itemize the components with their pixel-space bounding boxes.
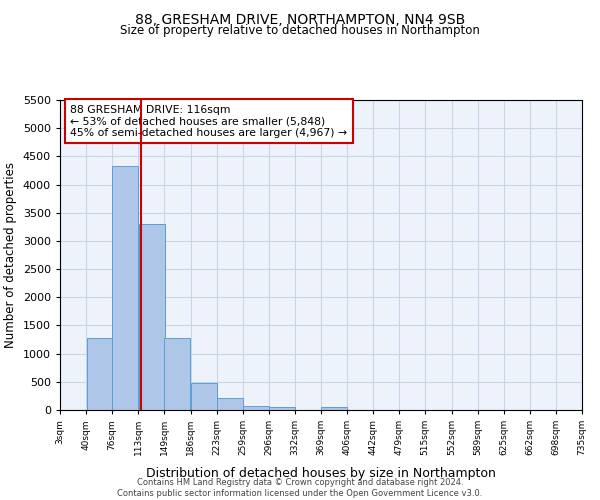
Bar — [321, 407, 347, 410]
Bar — [269, 407, 295, 410]
X-axis label: Distribution of detached houses by size in Northampton: Distribution of detached houses by size … — [146, 466, 496, 479]
Bar — [86, 338, 112, 410]
Text: 88, GRESHAM DRIVE, NORTHAMPTON, NN4 9SB: 88, GRESHAM DRIVE, NORTHAMPTON, NN4 9SB — [135, 12, 465, 26]
Bar — [164, 338, 190, 410]
Bar — [217, 398, 243, 410]
Bar — [139, 224, 164, 410]
Bar — [112, 166, 138, 410]
Bar — [191, 383, 217, 410]
Y-axis label: Number of detached properties: Number of detached properties — [4, 162, 17, 348]
Text: 88 GRESHAM DRIVE: 116sqm
← 53% of detached houses are smaller (5,848)
45% of sem: 88 GRESHAM DRIVE: 116sqm ← 53% of detach… — [70, 104, 347, 138]
Text: Contains HM Land Registry data © Crown copyright and database right 2024.
Contai: Contains HM Land Registry data © Crown c… — [118, 478, 482, 498]
Text: Size of property relative to detached houses in Northampton: Size of property relative to detached ho… — [120, 24, 480, 37]
Bar — [243, 406, 269, 410]
